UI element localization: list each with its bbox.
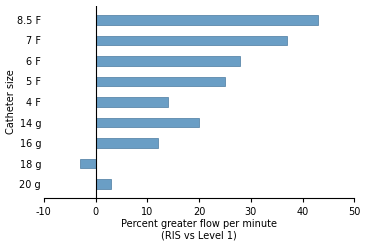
Bar bbox=[96, 138, 158, 148]
Y-axis label: Catheter size: Catheter size bbox=[5, 70, 16, 134]
Bar bbox=[96, 118, 199, 127]
Bar bbox=[96, 15, 318, 25]
X-axis label: Percent greater flow per minute
(RIS vs Level 1): Percent greater flow per minute (RIS vs … bbox=[121, 219, 277, 240]
Bar bbox=[96, 36, 287, 45]
Bar bbox=[96, 77, 225, 86]
Bar bbox=[96, 56, 240, 66]
Bar bbox=[80, 159, 96, 168]
Bar bbox=[96, 179, 111, 189]
Bar bbox=[96, 97, 168, 107]
